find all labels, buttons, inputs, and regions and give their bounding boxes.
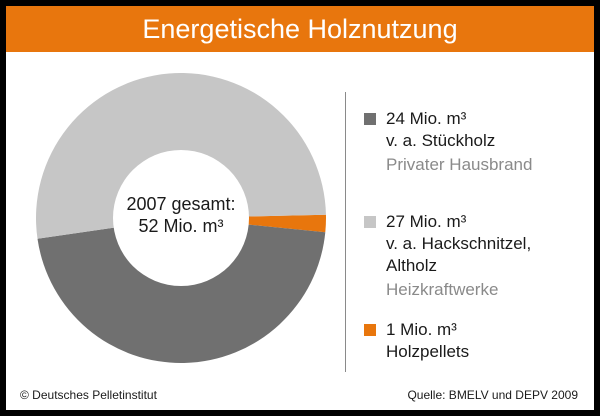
legend-value: 27 Mio. m³ xyxy=(386,212,467,231)
legend-entry-hackschnitzel: 27 Mio. m³ v. a. Hackschnitzel, Altholz Hei… xyxy=(364,211,531,301)
legend-value: 1 Mio. m³ xyxy=(386,320,457,339)
copyright-note: © Deutsches Pelletinstitut xyxy=(20,388,157,402)
legend-value: 24 Mio. m³ xyxy=(386,109,467,128)
legend-label: Holzpellets xyxy=(386,342,470,361)
legend-entry-holzpellets: 1 Mio. m³ Holzpellets xyxy=(364,319,469,363)
chart-title: Energetische Holznutzung xyxy=(6,6,594,52)
legend-swatch xyxy=(364,324,376,336)
center-label-line-1: 2007 gesamt: xyxy=(126,194,235,214)
legend-label: v. a. Hackschnitzel, xyxy=(386,234,532,253)
legend-sublabel: Privater Hausbrand xyxy=(386,155,533,174)
infographic-card: Energetische Holznutzung 2007 gesamt: 52… xyxy=(6,6,594,410)
source-note: Quelle: BMELV und DEPV 2009 xyxy=(407,388,578,402)
donut-hole xyxy=(113,150,249,286)
legend-swatch xyxy=(364,113,376,125)
legend-divider xyxy=(345,92,346,372)
legend-label: v. a. Stückholz xyxy=(386,131,496,150)
legend-sublabel: Heizkraftwerke xyxy=(386,280,499,299)
legend-label: Altholz xyxy=(386,256,438,275)
slice-stueckholz xyxy=(37,218,326,363)
legend-swatch xyxy=(364,216,376,228)
center-label-line-2: 52 Mio. m³ xyxy=(138,216,223,236)
legend-entry-stueckholz: 24 Mio. m³ v. a. Stückholz Privater Hausbr… xyxy=(364,108,532,176)
donut-chart: 2007 gesamt: 52 Mio. m³ xyxy=(35,72,326,363)
